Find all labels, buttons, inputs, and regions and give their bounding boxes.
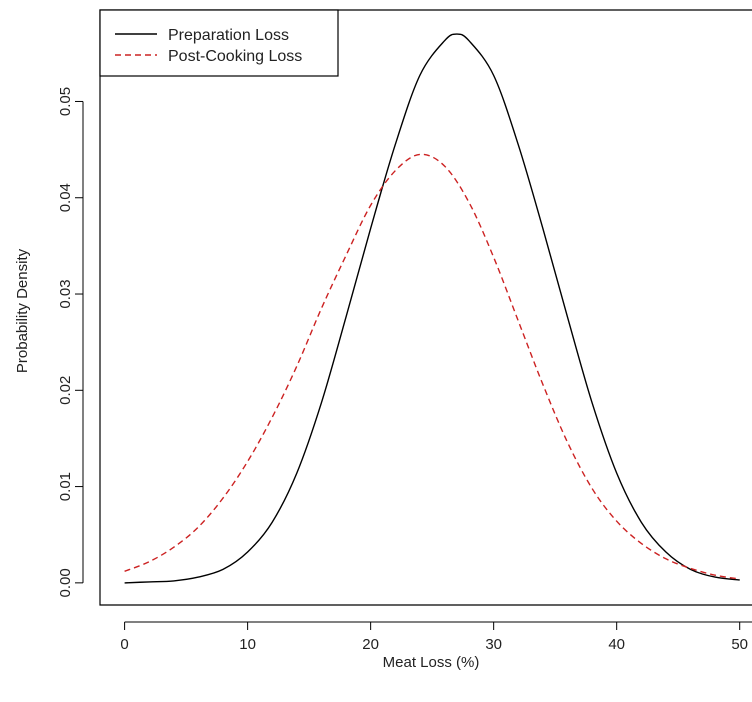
x-tick-label: 20 (362, 636, 379, 653)
plot-area (99, 9, 752, 606)
x-tick-label: 40 (608, 636, 625, 653)
legend-label-post-cooking-loss: Post-Cooking Loss (168, 48, 302, 65)
x-tick-label: 30 (485, 636, 502, 653)
y-tick-label: 0.02 (57, 376, 74, 405)
y-tick-label: 0.05 (57, 87, 74, 116)
series-line-preparation-loss (124, 33, 740, 584)
y-axis-title: Probability Density (14, 248, 31, 373)
y-tick-label: 0.01 (57, 472, 74, 501)
legend: Preparation Loss Post-Cooking Loss (99, 9, 339, 77)
x-tick-label: 50 (731, 636, 748, 653)
x-axis: 0 10 20 30 40 50 (120, 621, 752, 653)
y-axis: 0.00 0.01 0.02 0.03 0.04 0.05 (57, 87, 84, 598)
legend-label-preparation-loss: Preparation Loss (168, 27, 289, 44)
y-tick-label: 0.03 (57, 279, 74, 308)
plot-frame (99, 9, 752, 606)
y-tick-label: 0.00 (57, 568, 74, 597)
legend-box (99, 9, 339, 77)
x-axis-title: Meat Loss (%) (383, 654, 480, 671)
x-tick-label: 0 (120, 636, 128, 653)
series-lines (124, 33, 740, 584)
x-tick-label: 10 (239, 636, 256, 653)
y-tick-label: 0.04 (57, 183, 74, 212)
series-line-post-cooking-loss (124, 153, 740, 580)
